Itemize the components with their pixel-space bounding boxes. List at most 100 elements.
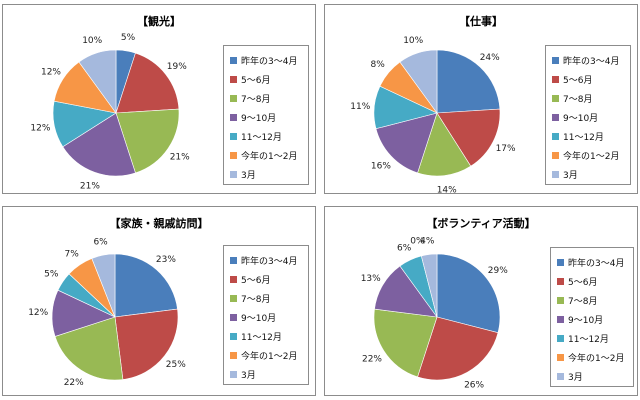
pie-slice (115, 108, 180, 174)
pie-chart: 29% 26% 22% 13% 6%0%4% (361, 237, 509, 391)
slice-label: 14% (437, 185, 457, 195)
legend-label: 3月 (568, 373, 583, 383)
pie-chart: 5% 19% 21% 21% 12% 12% 10% (30, 33, 190, 191)
legend-swatch (552, 152, 559, 159)
legend-label: 7～8月 (563, 95, 593, 105)
slice-label: 10% (82, 36, 102, 46)
slice-label: 10% (403, 36, 423, 46)
legend-swatch (557, 297, 564, 304)
pie-chart: 23% 25% 22% 12% 5% 7% 6% (28, 237, 186, 388)
legend-swatch (230, 171, 237, 178)
legend-item: 昨年の3～4月 (230, 254, 298, 267)
slice-label: 0% (410, 237, 425, 247)
legend-swatch (557, 354, 564, 361)
legend-swatch (230, 133, 237, 140)
pie-slice (399, 49, 438, 114)
legend-swatch (557, 259, 564, 266)
legend-label: 7～8月 (241, 95, 271, 105)
slice-label: 24% (480, 53, 500, 63)
legend-item: 3月 (230, 168, 256, 181)
legend-swatch (230, 314, 237, 321)
legend-label: 7～8月 (568, 297, 598, 307)
chart-title: 【仕事】 (459, 15, 503, 28)
legend-label: 5～6月 (241, 276, 271, 286)
legend-swatch (552, 57, 559, 64)
pie-slice (417, 112, 472, 177)
legend-swatch (230, 333, 237, 340)
legend-item: 今年の1～2月 (230, 149, 298, 162)
pie-slice (436, 108, 501, 167)
chart-legend: 昨年の3～4月 5～6月 7～8月 9～10月 11～12月今年の1～2月 3月 (545, 45, 631, 185)
legend-item: 7～8月 (230, 292, 270, 305)
slice-label: 12% (41, 68, 61, 78)
legend-item: 3月 (230, 368, 256, 381)
legend-label: 昨年の3～4月 (568, 259, 625, 269)
slice-label: 21% (80, 181, 100, 191)
pie-slice (436, 49, 501, 114)
legend-item: 9～10月 (552, 111, 599, 124)
legend-swatch (552, 114, 559, 121)
slice-label: 26% (464, 381, 484, 391)
legend-item: 5～6月 (552, 73, 593, 86)
legend-item: 9～10月 (557, 313, 603, 326)
legend-label: 3月 (241, 371, 256, 381)
slice-label: 5% (121, 33, 136, 43)
legend-item: 昨年の3～4月 (557, 256, 625, 269)
slice-label: 25% (166, 360, 186, 370)
legend-item: 3月 (552, 168, 578, 181)
legend-label: 昨年の3～4月 (241, 57, 298, 67)
pie-slice (375, 112, 438, 174)
slice-label: 22% (362, 354, 382, 364)
pie-slice (436, 253, 501, 334)
legend-label: 昨年の3～4月 (241, 257, 298, 267)
legend-label: 3月 (563, 171, 578, 181)
chart-panel-kanko: 【観光】 5% 19% 21% 21% 12% 12% 10% 昨年の3～4月 5～6月 7～8… (2, 4, 316, 194)
chart-legend: 昨年の3～4月 5～6月 7～8月 9～10月 11～12月今年の1～2月 3月 (223, 45, 309, 185)
legend-item: 今年の1～2月 (557, 351, 624, 364)
legend-swatch (230, 152, 237, 159)
legend-item: 5～6月 (557, 275, 598, 288)
slice-label: 22% (64, 378, 84, 388)
legend-swatch (230, 76, 237, 83)
legend-item: 5～6月 (230, 73, 271, 86)
pie-slice (420, 253, 438, 318)
slice-label: 21% (170, 152, 190, 162)
chart-title: 【ボランティア活動】 (426, 217, 536, 230)
slice-label: 23% (156, 255, 176, 265)
legend-swatch (552, 133, 559, 140)
legend-item: 7～8月 (557, 294, 598, 307)
legend-swatch (557, 278, 564, 285)
pie-slice (78, 49, 117, 114)
slice-label: 13% (361, 274, 381, 284)
legend-item: 3月 (557, 370, 583, 383)
legend-label: 9～10月 (241, 314, 277, 324)
legend-label: 11～12月 (241, 133, 282, 143)
slice-label: 7% (65, 249, 80, 259)
legend-label: 5～6月 (568, 278, 598, 288)
legend-swatch (230, 371, 237, 378)
legend-item: 今年の1～2月 (552, 149, 619, 162)
pie-slice (114, 253, 178, 318)
slice-label: 6% (93, 237, 108, 247)
chart-legend: 昨年の3～4月 5～6月 7～8月 9～10月 11～12月今年の1～2月 3月 (550, 247, 634, 387)
chart-title: 【観光】 (137, 15, 181, 28)
legend-label: 今年の1～2月 (241, 152, 298, 162)
legend-label: 3月 (241, 171, 256, 181)
slice-label: 19% (167, 62, 187, 72)
slice-label: 12% (28, 308, 48, 318)
slice-label: 5% (44, 270, 59, 280)
chart-panel-kazoku: 【家族・親戚訪問】 23% 25% 22% 12% 5% 7% 6% 昨年の3～4月 5～6月… (2, 206, 316, 396)
legend-item: 11～12月 (552, 130, 604, 143)
pie-chart: 24% 17% 14% 16% 11% 8% 10% (350, 36, 516, 195)
legend-label: 9～10月 (563, 114, 599, 124)
legend-swatch (557, 316, 564, 323)
legend-label: 5～6月 (241, 76, 271, 86)
legend-label: 5～6月 (563, 76, 593, 86)
legend-item: 昨年の3～4月 (552, 54, 620, 67)
legend-item: 9～10月 (230, 111, 276, 124)
chart-panel-volunteer: 【ボランティア活動】 29% 26% 22% 13% 6% 0% 4% 昨年の3～4月 5～6… (324, 206, 638, 396)
slice-label: 29% (488, 266, 508, 276)
legend-item: 11～12月 (557, 332, 609, 345)
legend-label: 昨年の3～4月 (563, 57, 620, 67)
slice-label: 17% (496, 144, 516, 154)
